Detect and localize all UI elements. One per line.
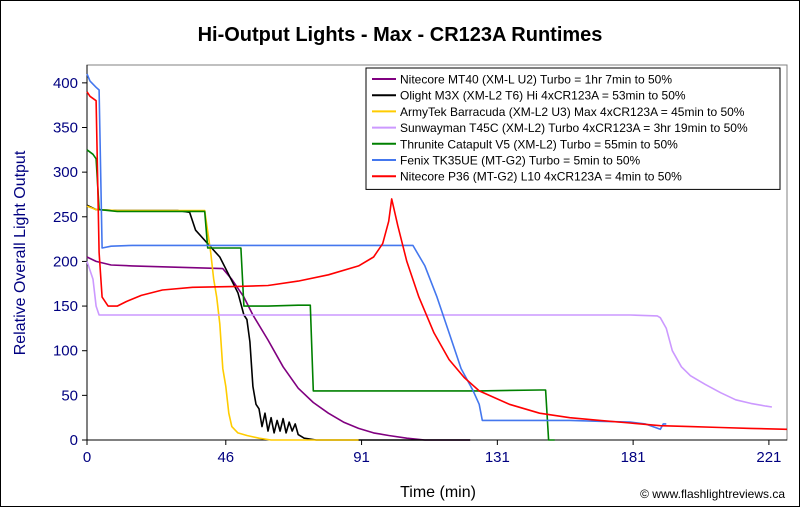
y-axis-label: Relative Overall Light Output <box>12 150 29 355</box>
legend: Nitecore MT40 (XM-L U2) Turbo = 1hr 7min… <box>365 67 781 190</box>
series-line-5 <box>86 149 555 441</box>
x-tick-label: 0 <box>83 449 91 466</box>
y-tick-label: 300 <box>53 164 78 181</box>
y-tick-label: 400 <box>53 75 78 92</box>
series-line-2 <box>86 204 471 441</box>
legend-entry: Nitecore MT40 (XM-L U2) Turbo = 1hr 7min… <box>400 73 672 87</box>
series-line-1 <box>86 256 471 441</box>
legend-entry: Fenix TK35UE (MT-G2) Turbo = 5min to 50% <box>400 154 641 168</box>
legend-entry: Sunwayman T45C (XM-L2) Turbo 4xCR123A = … <box>400 121 748 135</box>
legend-entry: ArmyTek Barracuda (XM-L2 U3) Max 4xCR123… <box>400 105 745 119</box>
credit-text: © www.flashlightreviews.ca <box>640 487 785 501</box>
series-layer <box>86 73 788 441</box>
y-tick-label: 50 <box>61 387 78 404</box>
legend-box <box>365 67 781 190</box>
x-tick-label: 131 <box>485 449 510 466</box>
chart-title: Hi-Output Lights - Max - CR123A Runtimes <box>198 24 603 46</box>
y-tick-label: 150 <box>53 298 78 315</box>
y-tick-label: 250 <box>53 209 78 226</box>
legend-entry: Olight M3X (XM-L2 T6) Hi 4xCR123A = 53mi… <box>400 89 686 103</box>
x-tick-label: 91 <box>353 449 370 466</box>
series-line-4 <box>86 261 773 408</box>
legend-entry: Nitecore P36 (MT-G2) L10 4xCR123A = 4min… <box>400 170 682 184</box>
y-tick-label: 350 <box>53 120 78 137</box>
series-line-7 <box>86 91 788 431</box>
legend-entry: Thrunite Catapult V5 (XM-L2) Turbo = 55m… <box>400 137 678 151</box>
y-tick-label: 0 <box>70 432 78 449</box>
y-tick-label: 200 <box>53 253 78 270</box>
x-tick-label: 46 <box>217 449 234 466</box>
x-tick-label: 221 <box>756 449 781 466</box>
y-tick-label: 100 <box>53 343 78 360</box>
x-tick-label: 181 <box>621 449 646 466</box>
x-axis-label: Time (min) <box>400 484 476 501</box>
series-line-3 <box>86 205 359 441</box>
